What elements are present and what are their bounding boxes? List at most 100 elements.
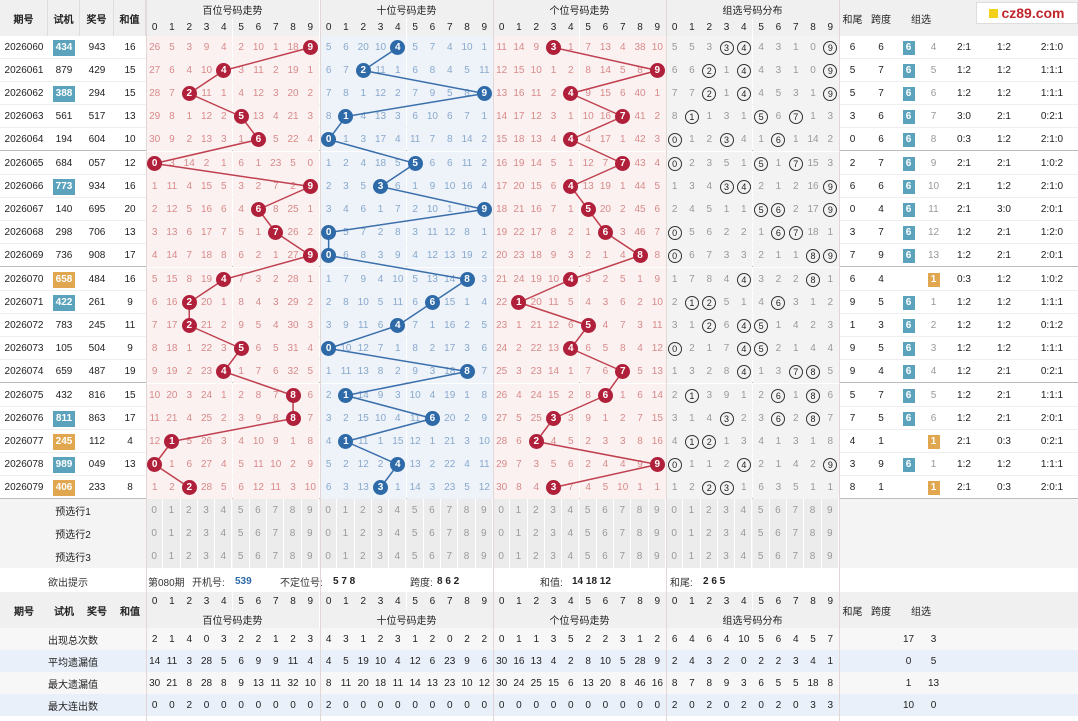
preselect-digit[interactable]: 3 — [544, 499, 563, 522]
preselect-digit[interactable]: 8 — [458, 545, 476, 568]
preselect-digit[interactable]: 8 — [631, 522, 649, 545]
preselect-digit[interactable]: 4 — [215, 545, 233, 568]
preselect-digit[interactable]: 9 — [648, 545, 666, 568]
preselect-digit[interactable]: 4 — [389, 545, 407, 568]
preselect-digit[interactable]: 4 — [562, 499, 580, 522]
preselect-digit[interactable]: 9 — [301, 499, 319, 522]
preselect-digit[interactable]: 6 — [596, 545, 615, 568]
preselect-digit[interactable]: 9 — [475, 499, 493, 522]
preselect-digit[interactable]: 1 — [337, 499, 355, 522]
preselect-digit[interactable]: 3 — [544, 522, 563, 545]
preselect-digit[interactable]: 9 — [821, 522, 839, 545]
preselect-digit[interactable]: 7 — [787, 522, 805, 545]
preselect-digit[interactable]: 5 — [406, 545, 424, 568]
preselect-digit[interactable]: 1 — [337, 545, 355, 568]
preselect-digit[interactable]: 8 — [458, 522, 476, 545]
preselect-digit[interactable]: 2 — [354, 545, 372, 568]
preselect-digit[interactable]: 0 — [666, 499, 684, 522]
preselect-digit[interactable]: 1 — [683, 499, 701, 522]
preselect-digit[interactable]: 6 — [596, 522, 615, 545]
preselect-digit[interactable]: 4 — [735, 522, 753, 545]
preselect-digit[interactable]: 6 — [769, 522, 788, 545]
preselect-digit[interactable]: 9 — [475, 545, 493, 568]
preselect-digit[interactable]: 1 — [510, 522, 528, 545]
preselect-digit[interactable]: 0 — [146, 499, 164, 522]
preselect-digit[interactable]: 5 — [232, 522, 250, 545]
site-logo[interactable]: cz89.com — [976, 2, 1078, 24]
preselect-digit[interactable]: 3 — [717, 499, 736, 522]
preselect-digit[interactable]: 2 — [180, 545, 198, 568]
preselect-digit[interactable]: 7 — [614, 522, 632, 545]
preselect-digit[interactable]: 2 — [354, 522, 372, 545]
preselect-digit[interactable]: 1 — [337, 522, 355, 545]
preselect-digit[interactable]: 8 — [804, 545, 822, 568]
preselect-digit[interactable]: 1 — [510, 499, 528, 522]
preselect-digit[interactable]: 9 — [648, 522, 666, 545]
preselect-digit[interactable]: 2 — [700, 499, 718, 522]
preselect-digit[interactable]: 3 — [544, 545, 563, 568]
preselect-digit[interactable]: 1 — [163, 522, 181, 545]
preselect-digit[interactable]: 4 — [389, 499, 407, 522]
preselect-digit[interactable]: 2 — [700, 522, 718, 545]
preselect-digit[interactable]: 5 — [752, 545, 770, 568]
preselect-digit[interactable]: 7 — [787, 545, 805, 568]
preselect-digit[interactable]: 2 — [527, 499, 545, 522]
preselect-digit[interactable]: 5 — [752, 522, 770, 545]
preselect-digit[interactable]: 0 — [493, 522, 511, 545]
preselect-digit[interactable]: 0 — [320, 499, 338, 522]
preselect-digit[interactable]: 8 — [458, 499, 476, 522]
preselect-digit[interactable]: 9 — [821, 545, 839, 568]
preselect-digit[interactable]: 6 — [423, 545, 442, 568]
preselect-digit[interactable]: 6 — [769, 499, 788, 522]
preselect-digit[interactable]: 7 — [267, 545, 285, 568]
preselect-digit[interactable]: 5 — [406, 522, 424, 545]
preselect-digit[interactable]: 6 — [249, 522, 268, 545]
preselect-digit[interactable]: 9 — [821, 499, 839, 522]
preselect-digit[interactable]: 9 — [301, 545, 319, 568]
preselect-digit[interactable]: 3 — [197, 499, 216, 522]
preselect-digit[interactable]: 3 — [371, 522, 390, 545]
preselect-digit[interactable]: 5 — [579, 499, 597, 522]
preselect-digit[interactable]: 1 — [163, 545, 181, 568]
preselect-digit[interactable]: 7 — [441, 545, 459, 568]
preselect-digit[interactable]: 3 — [371, 545, 390, 568]
preselect-digit[interactable]: 9 — [648, 499, 666, 522]
preselect-digit[interactable]: 5 — [406, 499, 424, 522]
preselect-digit[interactable]: 2 — [527, 545, 545, 568]
preselect-digit[interactable]: 8 — [804, 499, 822, 522]
preselect-digit[interactable]: 2 — [180, 499, 198, 522]
preselect-digit[interactable]: 5 — [232, 545, 250, 568]
preselect-digit[interactable]: 3 — [197, 522, 216, 545]
preselect-digit[interactable]: 3 — [371, 499, 390, 522]
preselect-digit[interactable]: 8 — [804, 522, 822, 545]
preselect-digit[interactable]: 8 — [631, 545, 649, 568]
preselect-digit[interactable]: 3 — [197, 545, 216, 568]
preselect-digit[interactable]: 2 — [354, 499, 372, 522]
preselect-digit[interactable]: 1 — [163, 499, 181, 522]
preselect-digit[interactable]: 5 — [232, 499, 250, 522]
preselect-digit[interactable]: 4 — [562, 522, 580, 545]
preselect-digit[interactable]: 7 — [614, 499, 632, 522]
preselect-digit[interactable]: 4 — [735, 545, 753, 568]
preselect-digit[interactable]: 2 — [527, 522, 545, 545]
preselect-digit[interactable]: 1 — [510, 545, 528, 568]
preselect-digit[interactable]: 0 — [666, 522, 684, 545]
preselect-digit[interactable]: 6 — [249, 545, 268, 568]
preselect-digit[interactable]: 6 — [249, 499, 268, 522]
preselect-digit[interactable]: 4 — [389, 522, 407, 545]
preselect-digit[interactable]: 3 — [717, 545, 736, 568]
preselect-digit[interactable]: 0 — [493, 499, 511, 522]
preselect-digit[interactable]: 9 — [301, 522, 319, 545]
preselect-digit[interactable]: 7 — [267, 522, 285, 545]
preselect-digit[interactable]: 6 — [423, 522, 442, 545]
preselect-digit[interactable]: 8 — [284, 499, 302, 522]
preselect-digit[interactable]: 4 — [735, 499, 753, 522]
preselect-digit[interactable]: 0 — [493, 545, 511, 568]
preselect-digit[interactable]: 0 — [146, 545, 164, 568]
preselect-digit[interactable]: 7 — [787, 499, 805, 522]
preselect-digit[interactable]: 8 — [631, 499, 649, 522]
preselect-digit[interactable]: 2 — [180, 522, 198, 545]
preselect-digit[interactable]: 6 — [769, 545, 788, 568]
preselect-digit[interactable]: 7 — [441, 522, 459, 545]
preselect-digit[interactable]: 7 — [267, 499, 285, 522]
